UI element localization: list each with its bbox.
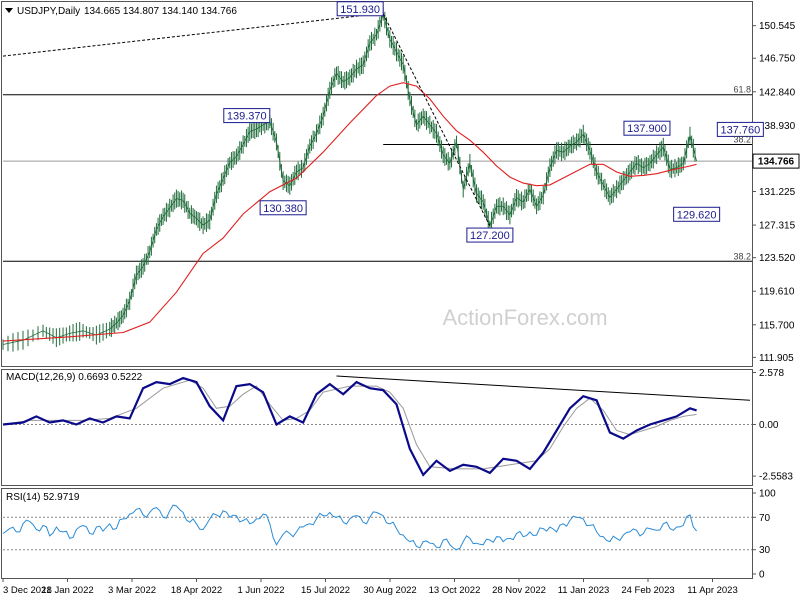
x-tick-label: 3 Dec 2021	[3, 585, 52, 596]
swing-label: 130.380	[263, 203, 303, 215]
macd-lines	[2, 375, 751, 477]
macd-trendline	[336, 375, 751, 401]
x-tick-label: 30 Aug 2022	[363, 585, 416, 596]
swing-labels: 151.930 139.370 130.380 137.900 137.760 127.2…	[223, 1, 764, 243]
rsi-tick-label: 70	[759, 513, 771, 524]
swing-label-box	[336, 1, 384, 17]
price-tick-label: 146.750	[759, 54, 796, 65]
price-close-line	[2, 12, 697, 345]
macd-tick-label: 0.00	[759, 420, 779, 431]
swing-label: 137.760	[720, 124, 760, 136]
rsi-tick-label: 0	[759, 570, 765, 581]
price-panel-frame	[1, 1, 753, 367]
price-axis: 150.545146.750142.840138.930135.020131.2…	[752, 21, 796, 364]
swing-label: 129.620	[677, 209, 717, 221]
swing-label-box	[259, 200, 307, 216]
x-tick-label: 13 Oct 2022	[429, 585, 481, 596]
swing-label: 151.930	[340, 4, 380, 16]
price-title: USDJPY,Daily	[17, 6, 80, 17]
current-price-label: 134.766	[758, 157, 795, 168]
x-tick-label: 1 Jun 2022	[237, 585, 284, 596]
price-tick-label: 150.545	[759, 21, 796, 32]
x-tick-label: 28 Nov 2022	[492, 585, 546, 596]
current-price-marker: 134.766	[752, 153, 800, 169]
fib-label: 61.8	[733, 85, 751, 95]
rsi-tick-label: 100	[759, 489, 776, 500]
swing-label: 127.200	[470, 230, 510, 242]
price-tick-label: 138.930	[759, 121, 796, 132]
price-tick-label: 127.315	[759, 221, 796, 232]
moving-average	[2, 82, 697, 342]
price-series	[2, 6, 697, 352]
swing-label: 139.370	[227, 111, 267, 123]
swing-label-box	[223, 108, 271, 124]
x-tick-label: 11 Apr 2023	[687, 585, 738, 596]
price-tick-label: 142.840	[759, 87, 796, 98]
price-tick-label: 115.700	[759, 320, 795, 331]
x-tick-label: 24 Feb 2023	[621, 585, 674, 596]
swing-label-box	[673, 206, 721, 222]
price-tick-label: 123.520	[759, 253, 796, 264]
fib-label: 38.2	[733, 251, 751, 261]
rsi-tick-label: 30	[759, 545, 771, 556]
swing-label-box	[623, 120, 671, 136]
swing-label-box	[716, 121, 764, 137]
swing-label-box	[466, 227, 514, 243]
price-trendline	[2, 12, 384, 57]
x-tick-label: 18 Apr 2022	[171, 585, 222, 596]
price-trendlines	[2, 12, 491, 227]
dropdown-arrow-icon[interactable]	[5, 8, 13, 13]
macd-title: MACD(12,26,9) 0.6693 0.5222	[6, 372, 143, 383]
price-title-group: USDJPY,Daily 134.665 134.807 134.140 134…	[5, 6, 237, 17]
macd-tick-label: 2.578	[759, 368, 784, 379]
macd-axis: 2.578 0.00 -2.5583	[3, 368, 793, 483]
x-tick-label: 15 Jul 2022	[301, 585, 350, 596]
price-tick-label: 131.225	[759, 187, 796, 198]
watermark: ActionForex.com	[442, 305, 607, 330]
x-tick-label: 18 Jan 2022	[41, 585, 93, 596]
x-tick-label: 3 Mar 2022	[108, 585, 156, 596]
rsi-title: RSI(14) 52.9719	[6, 492, 80, 503]
macd-panel-frame	[1, 369, 753, 486]
swing-label: 137.900	[627, 123, 667, 135]
price-tick-label: 119.610	[759, 287, 795, 298]
macd-tick-label: -2.5583	[759, 472, 793, 483]
price-tick-label: 111.905	[759, 353, 794, 364]
fib-label: 38.2	[733, 135, 751, 145]
moving-average-line	[2, 82, 697, 342]
rsi-line	[2, 504, 697, 551]
price-ohlc: 134.665 134.807 134.140 134.766	[84, 6, 237, 17]
rsi-line	[2, 504, 697, 551]
macd-main-line	[2, 376, 697, 477]
x-tick-label: 11 Jan 2023	[558, 585, 610, 596]
fib-labels: 61.8 38.2 38.2	[733, 85, 751, 262]
rsi-panel-frame	[1, 488, 753, 579]
current-price-box	[752, 153, 800, 169]
